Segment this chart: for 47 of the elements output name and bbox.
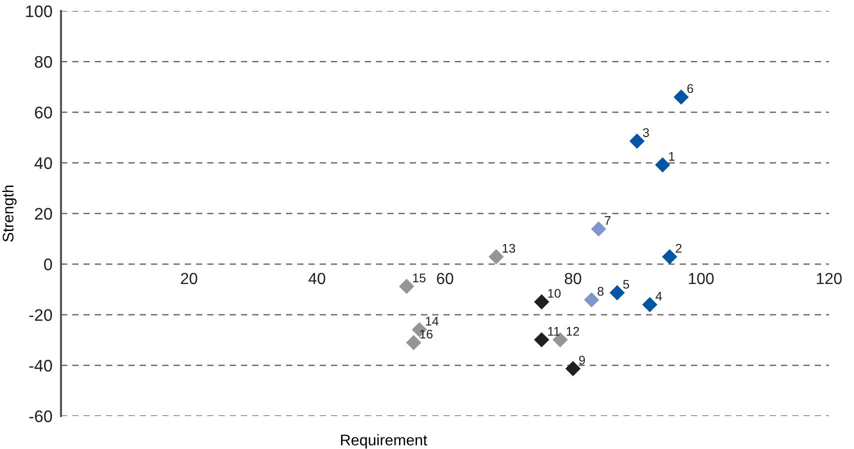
point [488,249,504,264]
annotation: 15 [413,274,426,282]
point [654,157,670,173]
point [406,334,422,350]
annotation: 12 [566,326,580,336]
annotation: 13 [502,244,516,253]
annotation: 11 [548,327,560,336]
annotation: 6 [687,84,694,94]
y-tick-label: 0 [44,258,52,270]
annotation: 9 [579,356,585,365]
point [398,278,414,294]
x-tick-label: 40 [308,272,326,284]
annotation: 14 [426,316,438,326]
x-tick-label: 100 [688,272,714,284]
annotation: 4 [656,292,662,300]
y-tick-label: 80 [34,56,52,68]
point [534,332,550,348]
annotation: 16 [420,330,433,339]
annotation: 1 [669,152,674,161]
y-axis-title: Strength [2,186,17,242]
x-tick-label: 80 [564,272,582,284]
point [610,285,625,300]
y-tick-label: -60 [29,410,52,422]
y-tick-label: -40 [29,360,52,372]
point [662,249,678,264]
point [534,294,550,310]
y-tick-label: -20 [29,309,52,321]
x-tick-label: 20 [180,272,198,284]
annotation: 3 [643,128,649,138]
annotation: 7 [604,216,610,225]
point [642,297,658,312]
x-axis-title: Requirement [341,434,428,448]
y-tick-label: 60 [34,106,52,118]
x-tick-label: 60 [436,272,454,284]
point [590,221,606,237]
point [629,134,645,149]
y-tick-label: 100 [26,5,52,18]
point [584,292,600,308]
point [674,89,689,105]
x-tick-label: 120 [816,272,842,284]
annotation: 5 [623,280,630,289]
point [565,361,581,376]
y-tick-label: 40 [34,157,52,170]
annotation: 2 [676,244,682,253]
y-tick-label: 20 [34,208,52,220]
annotation: 8 [598,286,604,296]
annotation: 10 [548,288,561,298]
